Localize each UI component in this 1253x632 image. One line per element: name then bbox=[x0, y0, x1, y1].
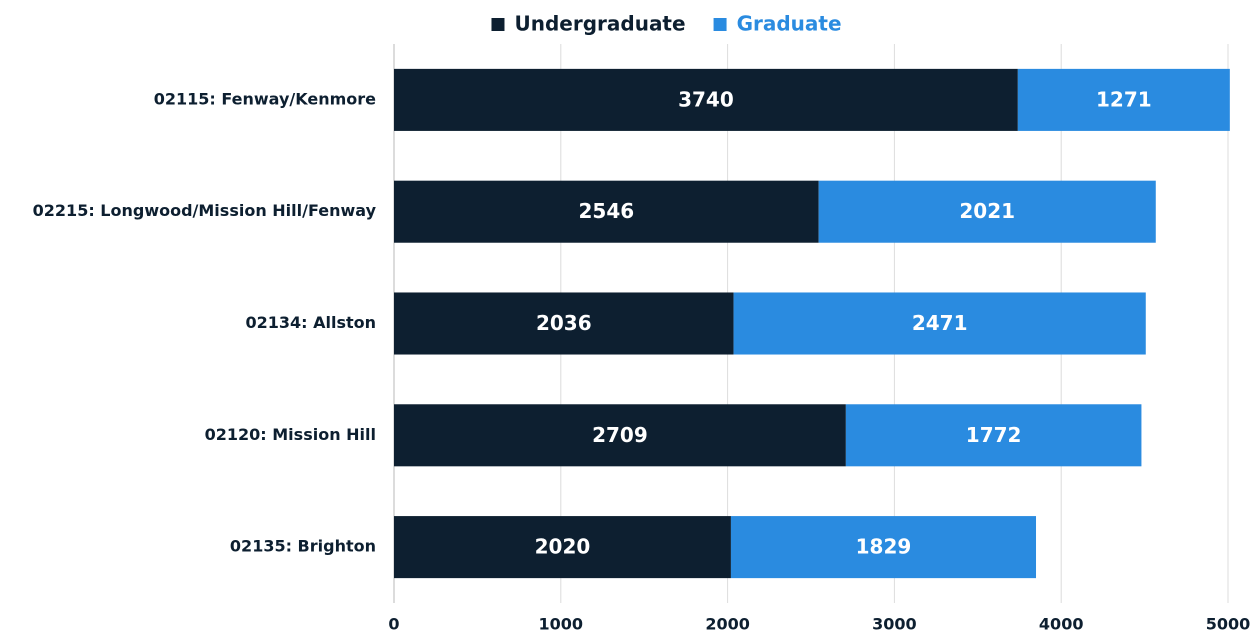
bar bbox=[730, 516, 1037, 579]
legend-swatch bbox=[713, 18, 727, 31]
legend: Undergraduate Graduate bbox=[491, 12, 842, 36]
y-tick-label: 02215: Longwood/Mission Hill/Fenway bbox=[33, 201, 377, 220]
value-label: 2021 bbox=[959, 199, 1015, 223]
x-tick-label: 4000 bbox=[1039, 615, 1084, 632]
value-label: 2546 bbox=[579, 199, 635, 223]
y-tick-label: 02120: Mission Hill bbox=[205, 425, 376, 444]
value-label: 2471 bbox=[912, 311, 968, 335]
bar bbox=[394, 404, 846, 467]
x-tick-label: 2000 bbox=[705, 615, 750, 632]
value-label: 2020 bbox=[535, 535, 591, 559]
bar bbox=[845, 404, 1142, 467]
x-tick-label: 1000 bbox=[539, 615, 584, 632]
bar bbox=[394, 516, 731, 579]
y-tick-label: 02115: Fenway/Kenmore bbox=[154, 89, 376, 108]
value-label: 1271 bbox=[1096, 87, 1152, 111]
bar bbox=[394, 180, 819, 243]
y-tick-label: 02134: Allston bbox=[245, 313, 376, 332]
value-label: 2709 bbox=[592, 423, 648, 447]
y-tick-label: 02135: Brighton bbox=[230, 537, 376, 556]
value-label: 1772 bbox=[966, 423, 1022, 447]
bar bbox=[818, 180, 1156, 243]
bar bbox=[1017, 68, 1230, 131]
legend-label: Graduate bbox=[737, 12, 842, 36]
x-tick-label: 3000 bbox=[872, 615, 917, 632]
bar bbox=[394, 68, 1018, 131]
x-tick-label: 0 bbox=[388, 615, 399, 632]
bar bbox=[733, 292, 1146, 355]
bar bbox=[394, 292, 734, 355]
value-label: 2036 bbox=[536, 311, 592, 335]
x-tick-label: 5000 bbox=[1206, 615, 1251, 632]
legend-label: Undergraduate bbox=[514, 12, 685, 36]
value-label: 3740 bbox=[678, 87, 734, 111]
legend-swatch bbox=[491, 18, 505, 31]
value-label: 1829 bbox=[856, 535, 912, 559]
